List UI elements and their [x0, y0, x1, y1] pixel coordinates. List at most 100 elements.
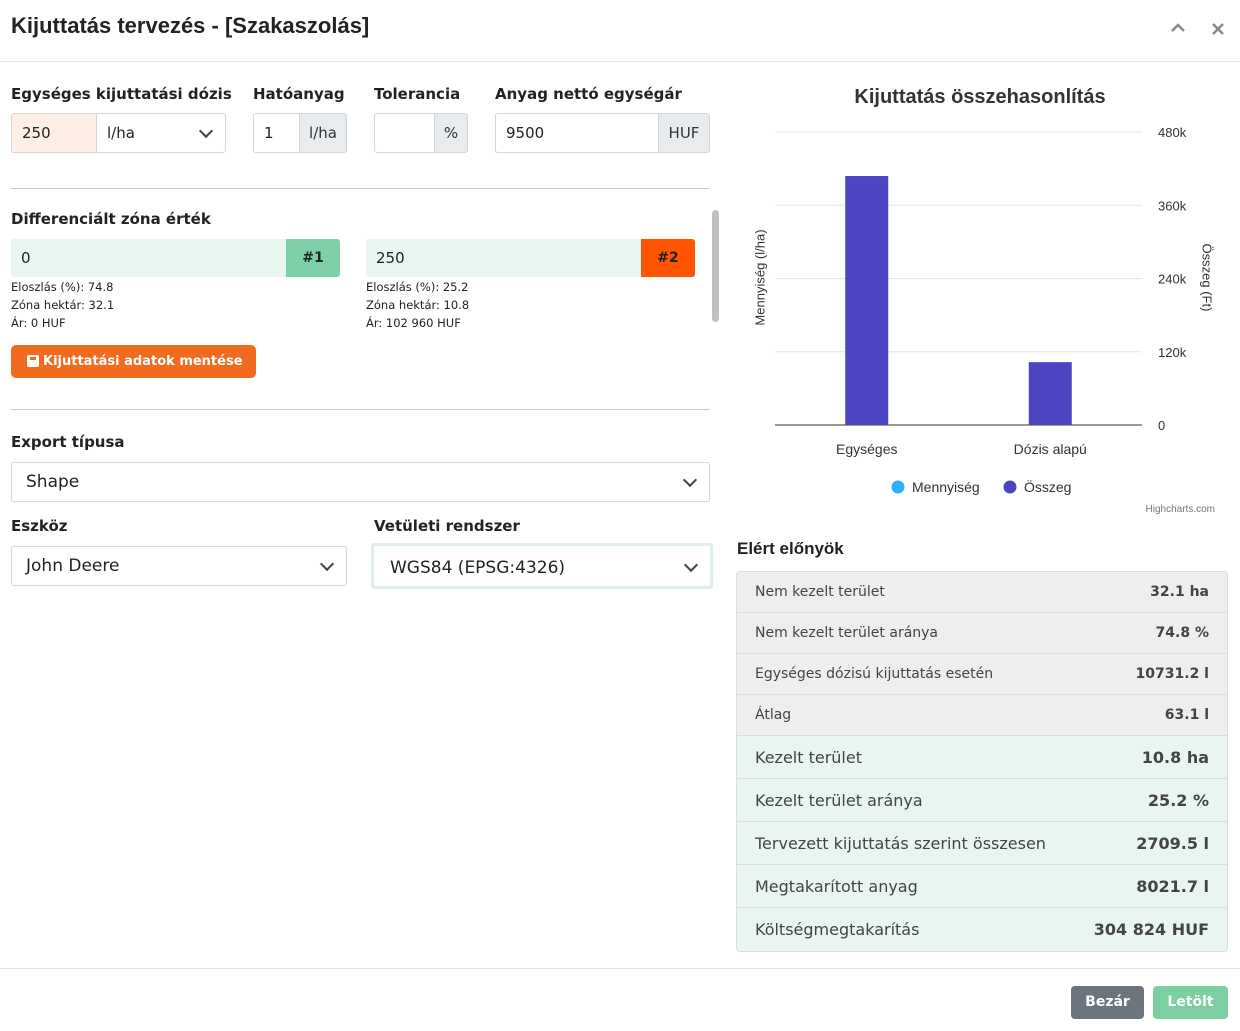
dose-input[interactable]: 250 [11, 113, 97, 153]
divider [11, 409, 710, 410]
benefit-row: Költségmegtakarítás 304 824 HUF [737, 908, 1227, 951]
x-tick-label: Egységes [836, 441, 897, 457]
benefit-value: 63.1 l [1164, 707, 1209, 723]
benefit-value: 25.2 % [1147, 790, 1209, 810]
benefit-label: Nem kezelt terület [755, 584, 885, 600]
x-tick-label: Dózis alapú [1014, 441, 1087, 457]
scrollbar-thumb[interactable] [712, 210, 719, 322]
dose-unit-select[interactable]: l/ha [96, 113, 226, 153]
chevron-down-icon [682, 472, 698, 488]
benefit-value: 32.1 ha [1150, 584, 1209, 600]
y-axis-right-label: Összeg (Ft) [1199, 243, 1215, 312]
chevron-down-icon [319, 556, 335, 572]
dose-label: Egységes kijuttatási dózis [11, 85, 232, 103]
device-label: Eszköz [11, 517, 68, 535]
legend-label: Összeg [1024, 478, 1071, 495]
zone-2-tag: #2 [641, 239, 695, 277]
benefit-value: 74.8 % [1155, 625, 1209, 641]
benefit-label: Megtakarított anyag [755, 876, 918, 896]
active-input[interactable]: 1 [253, 113, 301, 153]
tolerance-unit-addon: % [434, 113, 468, 153]
benefits-table: Nem kezelt terület 32.1 ha Nem kezelt terü… [736, 571, 1228, 952]
device-value: John Deere [26, 556, 120, 576]
benefits-title: Elért előnyök [737, 539, 844, 558]
price-label: Anyag nettó egységár [495, 85, 682, 103]
zone-1-info: Eloszlás (%): 74.8 Zóna hektár: 32.1 Ár:… [11, 278, 114, 332]
active-unit-addon: l/ha [299, 113, 347, 153]
benefit-row: Tervezett kijuttatás szerint összesen 270… [737, 822, 1227, 865]
legend-marker [891, 480, 905, 494]
price-input[interactable]: 9500 [495, 113, 660, 153]
benefit-value: 304 824 HUF [1093, 920, 1209, 939]
export-type-label: Export típusa [11, 433, 125, 451]
close-button[interactable]: Bezár [1071, 986, 1144, 1019]
chevron-down-icon [198, 123, 214, 139]
active-label: Hatóanyag [253, 85, 345, 103]
benefit-value: 10731.2 l [1135, 666, 1209, 682]
chart-title: Kijuttatás összehasonlítás [854, 86, 1106, 108]
zone-1-input[interactable]: 0 [11, 239, 287, 277]
y-tick-label: 120k [1158, 345, 1187, 360]
benefit-value: 10.8 ha [1141, 747, 1209, 767]
zone-2-input[interactable]: 250 [366, 239, 642, 277]
dialog-title: Kijuttatás tervezés - [Szakaszolás] [11, 13, 370, 38]
zone-2-dist: Eloszlás (%): 25.2 [366, 280, 469, 294]
divider [11, 188, 710, 189]
zone-1-dist: Eloszlás (%): 74.8 [11, 280, 114, 294]
zone-2-price: Ár: 102 960 HUF [366, 316, 461, 330]
bar-osszeg [845, 176, 889, 425]
bar-osszeg [1028, 362, 1072, 425]
export-type-select[interactable]: Shape [11, 462, 710, 502]
device-select[interactable]: John Deere [11, 546, 347, 586]
zone-2-info: Eloszlás (%): 25.2 Zóna hektár: 10.8 Ár:… [366, 278, 469, 332]
price-unit-addon: HUF [658, 113, 710, 153]
zones-title: Differenciált zóna érték [11, 210, 211, 228]
benefit-row: Megtakarított anyag 8021.7 l [737, 865, 1227, 908]
y-tick-label: 360k [1158, 198, 1187, 213]
chevron-down-icon [683, 557, 699, 573]
footer-divider [0, 968, 1240, 969]
zone-1-tag: #1 [286, 239, 340, 277]
y-tick-label: 0 [1158, 418, 1165, 433]
projection-select[interactable]: WGS84 (EPSG:4326) [371, 543, 713, 589]
download-button[interactable]: Letölt [1153, 986, 1228, 1019]
export-type-value: Shape [26, 472, 80, 492]
benefit-label: Kezelt terület [755, 747, 862, 767]
legend-marker [1003, 480, 1017, 494]
chart-credits[interactable]: Highcharts.com [1145, 504, 1215, 515]
dialog-header: Kijuttatás tervezés - [Szakaszolás] [0, 0, 1240, 62]
save-button[interactable]: Kijuttatási adatok mentése [11, 345, 256, 378]
benefit-row: Átlag 63.1 l [737, 695, 1227, 736]
benefit-value: 2709.5 l [1136, 833, 1209, 853]
benefit-label: Nem kezelt terület aránya [755, 625, 939, 641]
benefit-row: Nem kezelt terület aránya 74.8 % [737, 613, 1227, 654]
y-tick-label: 480k [1158, 125, 1187, 140]
save-icon [27, 355, 39, 367]
close-icon[interactable] [1206, 16, 1230, 44]
comparison-chart: 0 120k 240k 360k 480k Egységes Dózis alapú Menn… [775, 125, 1187, 495]
zone-2-ha: Zóna hektár: 10.8 [366, 298, 470, 312]
zones-scrollbar[interactable] [710, 208, 722, 338]
benefit-label: Kezelt terület aránya [755, 790, 923, 810]
tolerance-input[interactable] [374, 113, 436, 153]
dose-unit-value: l/ha [107, 124, 135, 142]
legend-label: Mennyiség [912, 479, 980, 495]
benefit-row: Egységes dózisú kijuttatás esetén 10731.2… [737, 654, 1227, 695]
benefit-row: Nem kezelt terület 32.1 ha [737, 572, 1227, 613]
y-tick-label: 240k [1158, 272, 1187, 287]
zone-1-ha: Zóna hektár: 32.1 [11, 298, 115, 312]
save-button-label: Kijuttatási adatok mentése [43, 354, 243, 369]
benefit-label: Átlag [755, 707, 792, 723]
benefit-label: Tervezett kijuttatás szerint összesen [755, 833, 1046, 853]
y-axis-left-label: Mennyiség (l/ha) [752, 229, 768, 326]
benefit-row: Kezelt terület 10.8 ha [737, 736, 1227, 779]
benefit-row: Kezelt terület aránya 25.2 % [737, 779, 1227, 822]
zone-1-price: Ár: 0 HUF [11, 316, 66, 330]
benefit-value: 8021.7 l [1136, 876, 1209, 896]
benefit-label: Egységes dózisú kijuttatás esetén [755, 666, 994, 682]
projection-value: WGS84 (EPSG:4326) [390, 558, 566, 578]
benefit-label: Költségmegtakarítás [755, 920, 920, 939]
chevron-up-icon[interactable] [1166, 16, 1190, 44]
tolerance-label: Tolerancia [374, 85, 461, 103]
projection-label: Vetületi rendszer [374, 517, 520, 535]
